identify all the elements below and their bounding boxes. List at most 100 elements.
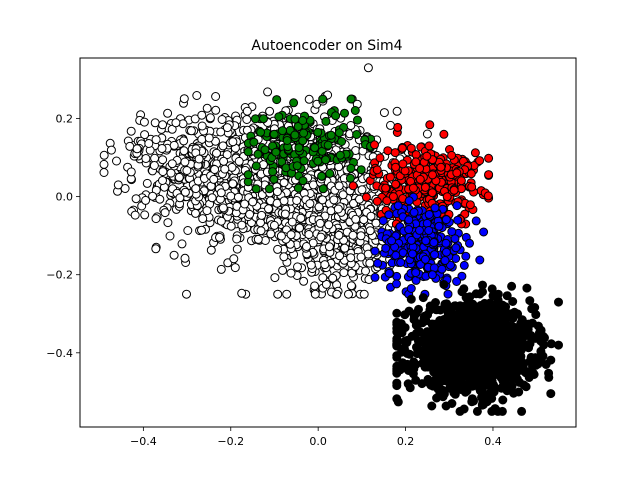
data-point <box>412 342 421 352</box>
data-point <box>457 271 467 281</box>
data-point <box>289 98 299 108</box>
data-point <box>237 288 247 298</box>
data-point <box>441 401 451 411</box>
data-point <box>290 130 300 140</box>
data-point <box>421 236 431 246</box>
data-point <box>282 136 292 145</box>
data-point <box>441 238 451 248</box>
data-point <box>304 94 314 104</box>
data-point <box>372 165 382 175</box>
data-point <box>316 232 326 242</box>
data-point <box>424 210 434 219</box>
data-point <box>126 126 136 136</box>
data-point <box>293 122 303 131</box>
data-point <box>356 231 366 241</box>
data-point <box>273 244 283 254</box>
data-point <box>438 392 448 402</box>
data-point <box>465 238 474 248</box>
data-point <box>324 220 334 230</box>
data-point <box>544 368 554 378</box>
data-point <box>406 284 416 293</box>
data-point <box>179 136 189 146</box>
data-point <box>149 161 159 170</box>
data-point <box>219 156 229 166</box>
data-point <box>346 281 356 291</box>
data-point <box>131 194 141 204</box>
series-4-points <box>392 280 563 416</box>
data-point <box>475 156 485 166</box>
data-point <box>451 243 461 253</box>
x-tick-label: 0.2 <box>397 435 415 448</box>
data-point <box>452 277 462 286</box>
data-point <box>346 253 356 263</box>
data-point <box>234 156 244 166</box>
data-point <box>459 357 469 367</box>
data-point <box>163 218 173 228</box>
data-point <box>502 380 512 390</box>
data-point <box>492 324 502 334</box>
data-point <box>211 92 221 101</box>
data-point <box>272 187 282 197</box>
data-point <box>423 362 433 372</box>
data-point <box>276 231 286 241</box>
data-point <box>405 349 415 359</box>
data-point <box>356 165 366 175</box>
y-tick-label: 0.0 <box>56 191 74 204</box>
data-point <box>361 266 370 276</box>
data-point <box>428 381 438 391</box>
data-point <box>271 147 281 157</box>
data-point <box>318 94 328 104</box>
data-point <box>320 260 330 270</box>
data-point <box>427 270 437 280</box>
data-point <box>417 379 427 389</box>
data-point <box>484 170 494 180</box>
data-point <box>295 223 304 233</box>
data-point <box>370 272 380 282</box>
data-point <box>325 169 335 178</box>
data-point <box>465 292 475 302</box>
data-point <box>415 164 425 173</box>
data-point <box>306 260 316 270</box>
data-point <box>346 94 356 104</box>
data-point <box>313 156 323 166</box>
data-point <box>282 289 292 299</box>
data-point <box>480 314 490 324</box>
data-point <box>398 159 408 169</box>
data-point <box>249 137 259 147</box>
data-point <box>243 147 253 157</box>
data-point <box>321 116 331 126</box>
data-point <box>253 234 263 244</box>
data-point <box>425 348 435 358</box>
data-point <box>408 249 417 259</box>
data-point <box>480 298 490 308</box>
data-point <box>263 87 273 97</box>
data-point <box>438 329 448 339</box>
data-point <box>169 140 179 150</box>
data-point <box>287 217 297 227</box>
data-point <box>411 328 421 338</box>
data-point <box>519 380 529 390</box>
data-point <box>406 143 416 153</box>
data-point <box>163 108 173 118</box>
data-point <box>439 280 449 289</box>
data-point <box>402 335 412 345</box>
data-point <box>396 258 406 267</box>
points-layer <box>99 63 563 416</box>
data-point <box>279 196 289 206</box>
data-point <box>478 400 488 410</box>
data-point <box>373 258 383 268</box>
data-point <box>510 358 520 368</box>
data-point <box>227 162 237 172</box>
data-point <box>292 161 302 171</box>
data-point <box>392 308 402 318</box>
data-point <box>182 289 191 299</box>
data-point <box>439 348 449 357</box>
data-point <box>383 146 393 156</box>
data-point <box>461 326 471 336</box>
data-point <box>485 352 495 362</box>
data-point <box>226 191 236 201</box>
data-point <box>157 144 167 153</box>
data-point <box>465 200 475 210</box>
data-point <box>269 174 279 184</box>
data-point <box>469 313 479 323</box>
